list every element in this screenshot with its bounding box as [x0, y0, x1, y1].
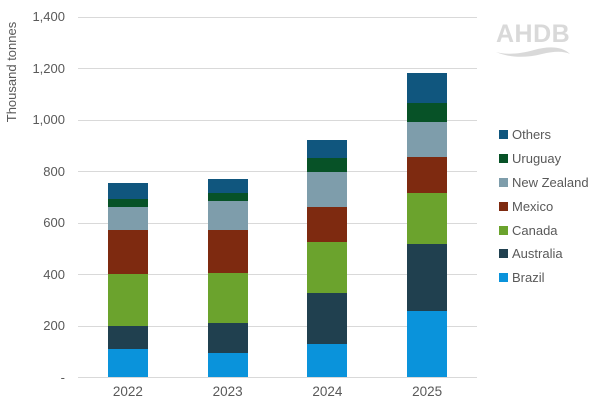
bar-segment-mexico-2024: [307, 207, 348, 242]
y-tick-label-600: 600: [43, 215, 65, 230]
bar-segment-uruguay-2022: [107, 199, 148, 208]
legend-item-mexico: Mexico: [499, 194, 589, 218]
bar-segment-uruguay-2024: [307, 158, 348, 173]
bar-segment-australia-2022: [107, 325, 148, 349]
y-tick-label-400: 400: [43, 266, 65, 282]
legend-swatch-icon: [499, 273, 508, 283]
legend-label: New Zealand: [512, 174, 589, 190]
x-axis-label-2025: 2025: [412, 384, 443, 399]
ahdb-logo-swoosh-icon: [496, 47, 570, 57]
ahdb-logo-text: AHDB: [496, 20, 571, 48]
bar-segment-new-zealand-2023: [207, 200, 248, 231]
y-tick-label-0: -: [60, 369, 65, 385]
legend-item-canada: Canada: [499, 218, 589, 242]
y-tick-label-1000: 1,000: [32, 112, 65, 127]
chart-legend: Others Uruguay New Zealand Mexico Canada Aust…: [499, 123, 589, 290]
bar-segment-new-zealand-2025: [407, 122, 448, 157]
y-tick-label-800: 800: [43, 163, 65, 179]
bar-segment-others-2023: [207, 178, 248, 193]
bar-segment-canada-2025: [407, 192, 448, 245]
x-axis-label-2023: 2023: [212, 384, 243, 399]
x-axis-label-2022: 2022: [112, 384, 143, 399]
bar-segment-brazil-2025: [407, 311, 448, 377]
legend-swatch-icon: [499, 154, 508, 164]
legend-swatch-icon: [499, 225, 508, 235]
bar-segment-australia-2025: [407, 244, 448, 312]
gridline-800: [78, 171, 477, 172]
bar-segment-mexico-2023: [207, 230, 248, 273]
bar-segment-mexico-2025: [407, 156, 448, 193]
gridline-1000: [78, 119, 477, 121]
bar-segment-brazil-2023: [207, 352, 248, 377]
bar-segment-australia-2023: [207, 322, 248, 353]
legend-label: Brazil: [512, 270, 545, 286]
y-tick-label-1200: 1,200: [32, 60, 65, 76]
legend-label: Mexico: [512, 198, 554, 214]
legend-item-australia: Australia: [499, 242, 589, 266]
y-tick-label-200: 200: [43, 318, 65, 333]
legend-label: Australia: [512, 246, 563, 262]
bar-segment-new-zealand-2022: [107, 207, 148, 231]
bar-segment-uruguay-2023: [207, 192, 248, 201]
bar-segment-others-2024: [307, 140, 348, 159]
bar-segment-others-2022: [107, 182, 148, 200]
gridline-0: [78, 377, 477, 378]
bar-segment-canada-2022: [107, 274, 148, 326]
bar-segment-brazil-2022: [107, 348, 148, 377]
gridline-600: [78, 222, 477, 224]
legend-item-brazil: Brazil: [499, 266, 589, 290]
gridline-200: [78, 325, 477, 327]
bar-segment-brazil-2024: [307, 343, 348, 377]
bar-segment-australia-2024: [307, 293, 348, 344]
legend-label: Others: [512, 127, 552, 143]
legend-item-uruguay: Uruguay: [499, 147, 589, 171]
bar-segment-others-2025: [407, 73, 448, 103]
bar-segment-uruguay-2025: [407, 102, 448, 123]
gridline-400: [78, 274, 477, 275]
legend-label: Canada: [512, 222, 558, 238]
legend-swatch-icon: [499, 130, 508, 140]
legend-item-others: Others: [499, 123, 589, 147]
bar-segment-new-zealand-2024: [307, 172, 348, 208]
legend-item-new-zealand: New Zealand: [499, 171, 589, 195]
legend-label: Uruguay: [512, 151, 562, 167]
gridline-1200: [78, 68, 477, 69]
bar-segment-canada-2023: [207, 272, 248, 323]
legend-swatch-icon: [499, 201, 508, 211]
ahdb-logo: AHDB: [496, 22, 570, 59]
legend-swatch-icon: [499, 177, 508, 187]
gridline-1400: [78, 16, 477, 18]
x-axis-label-2024: 2024: [312, 384, 343, 399]
legend-swatch-icon: [499, 249, 508, 259]
bar-segment-canada-2024: [307, 241, 348, 294]
bar-segment-mexico-2022: [107, 230, 148, 274]
y-tick-label-1400: 1,400: [32, 9, 65, 24]
